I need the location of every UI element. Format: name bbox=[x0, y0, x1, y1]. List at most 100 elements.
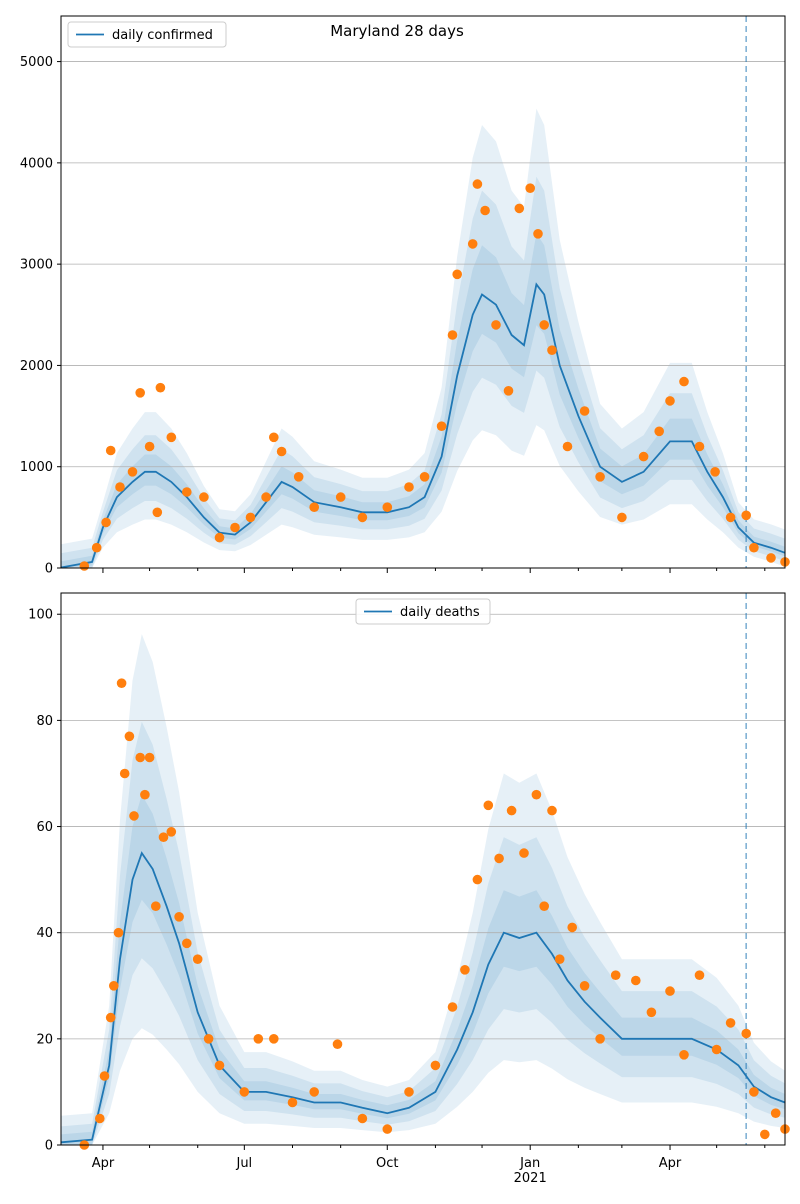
observed-point bbox=[749, 1087, 759, 1097]
observed-point bbox=[503, 386, 514, 396]
observed-point bbox=[245, 512, 256, 523]
confirmed-observed-points bbox=[79, 179, 790, 571]
y-tick-label: 1000 bbox=[20, 460, 53, 475]
observed-point bbox=[199, 492, 209, 502]
observed-point bbox=[293, 472, 304, 482]
x-tick-label: Jul bbox=[235, 1156, 252, 1171]
y-tick-label: 80 bbox=[36, 714, 53, 729]
observed-point bbox=[631, 975, 641, 986]
confirmed-legend-box bbox=[67, 21, 227, 48]
deaths-legend-box bbox=[355, 598, 491, 625]
confirmed-y-ticks: 0 1000 2000 3000 4000 5000 bbox=[20, 55, 61, 577]
observed-point bbox=[129, 811, 139, 821]
observed-point bbox=[276, 446, 287, 457]
x-tick-label: Apr bbox=[92, 1156, 115, 1171]
observed-point bbox=[214, 532, 225, 543]
observed-point bbox=[525, 183, 535, 193]
y-tick-label: 2000 bbox=[20, 359, 53, 374]
observed-point bbox=[452, 269, 463, 280]
observed-point bbox=[99, 1071, 110, 1081]
observed-point bbox=[567, 922, 577, 933]
observed-point bbox=[472, 179, 483, 189]
observed-point bbox=[760, 1129, 770, 1140]
observed-point bbox=[158, 832, 169, 842]
observed-point bbox=[239, 1087, 250, 1097]
deaths-band-3 bbox=[61, 634, 785, 1145]
observed-point bbox=[105, 1012, 116, 1023]
deaths-legend-label: daily deaths bbox=[400, 605, 480, 620]
observed-point bbox=[105, 445, 116, 456]
observed-point bbox=[472, 874, 483, 885]
observed-point bbox=[539, 320, 549, 330]
observed-point bbox=[531, 789, 542, 800]
observed-point bbox=[113, 927, 124, 938]
observed-point bbox=[309, 502, 320, 512]
observed-point bbox=[519, 848, 529, 858]
observed-point bbox=[491, 320, 501, 330]
observed-point bbox=[144, 752, 155, 763]
observed-point bbox=[539, 901, 549, 911]
observed-point bbox=[749, 542, 759, 553]
observed-point bbox=[665, 986, 675, 996]
observed-point bbox=[335, 492, 346, 502]
observed-point bbox=[174, 912, 184, 922]
observed-point bbox=[533, 229, 543, 239]
observed-point bbox=[430, 1060, 441, 1071]
observed-point bbox=[460, 965, 470, 975]
observed-point bbox=[447, 330, 458, 340]
observed-point bbox=[646, 1007, 657, 1018]
observed-point bbox=[115, 482, 125, 492]
observed-point bbox=[741, 510, 751, 521]
observed-point bbox=[654, 426, 664, 437]
observed-point bbox=[95, 1113, 105, 1124]
x-tick-label: Jan bbox=[519, 1156, 540, 1171]
observed-point bbox=[287, 1097, 298, 1108]
observed-point bbox=[595, 1034, 605, 1044]
observed-point bbox=[261, 492, 271, 502]
y-tick-label: 4000 bbox=[20, 156, 53, 171]
observed-point bbox=[436, 421, 447, 432]
observed-point bbox=[404, 1087, 414, 1097]
observed-point bbox=[269, 1034, 279, 1044]
observed-point bbox=[309, 1087, 320, 1097]
y-tick-label: 40 bbox=[36, 926, 53, 941]
y-tick-label: 100 bbox=[28, 608, 53, 623]
observed-point bbox=[514, 203, 525, 214]
observed-point bbox=[79, 561, 90, 571]
y-tick-label: 60 bbox=[36, 820, 53, 835]
observed-point bbox=[694, 441, 705, 452]
y-tick-label: 0 bbox=[45, 1139, 53, 1154]
confirmed-band-3 bbox=[61, 108, 785, 568]
observed-point bbox=[547, 345, 557, 356]
observed-point bbox=[382, 502, 393, 512]
observed-point bbox=[665, 396, 675, 406]
y-tick-label: 20 bbox=[36, 1032, 53, 1047]
observed-point bbox=[135, 752, 145, 763]
y-tick-label: 0 bbox=[45, 562, 53, 577]
observed-point bbox=[91, 542, 102, 553]
confirmed-axes-frame bbox=[60, 15, 786, 569]
observed-point bbox=[579, 981, 590, 991]
observed-point bbox=[127, 467, 138, 477]
observed-point bbox=[382, 1124, 393, 1134]
observed-point bbox=[116, 678, 127, 688]
observed-point bbox=[447, 1002, 458, 1012]
y-tick-label: 3000 bbox=[20, 258, 53, 273]
observed-point bbox=[124, 731, 135, 742]
confirmed-series-line bbox=[60, 282, 786, 569]
observed-point bbox=[182, 938, 192, 949]
observed-point bbox=[144, 441, 155, 452]
observed-point bbox=[151, 901, 161, 911]
observed-point bbox=[332, 1039, 343, 1049]
deaths-y-ticks: 0 20 40 60 80 100 bbox=[28, 608, 61, 1154]
observed-point bbox=[638, 451, 649, 462]
observed-point bbox=[135, 388, 145, 398]
observed-point bbox=[694, 970, 705, 980]
observed-point bbox=[155, 382, 166, 393]
observed-point bbox=[480, 205, 490, 216]
observed-point bbox=[166, 432, 177, 443]
deaths-axes-frame bbox=[60, 592, 786, 1146]
observed-point bbox=[679, 376, 689, 387]
